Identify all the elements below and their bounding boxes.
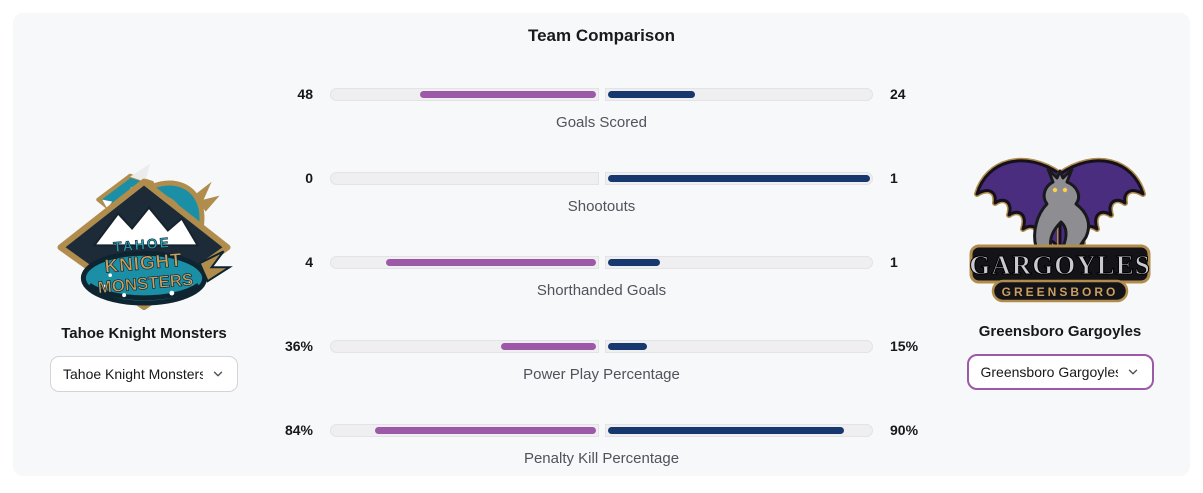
stat-fill-right — [607, 258, 660, 266]
stat-row-power-play-percentage: 36% 15% Power Play Percentage — [279, 325, 924, 409]
right-team-panel: GARGOYLES GREENSBORO Greensboro Gargoyle… — [955, 148, 1165, 390]
team-comparison-card: Team Comparison — [13, 13, 1190, 476]
stat-label: Penalty Kill Percentage — [523, 450, 680, 467]
stat-fill-right — [607, 90, 695, 98]
stat-track-left — [330, 339, 599, 353]
stat-right-value: 1 — [890, 170, 898, 186]
right-team-select-value: Greensboro Gargoyles — [980, 364, 1118, 380]
svg-text:TAHOE: TAHOE — [112, 234, 171, 255]
stat-track-right — [604, 171, 873, 185]
stat-left-value: 48 — [297, 86, 313, 102]
stat-right-value: 15% — [890, 338, 919, 354]
stat-track-right — [604, 255, 873, 269]
stat-fill-left — [375, 426, 596, 434]
stat-fill-left — [385, 258, 596, 266]
stat-fill-left — [501, 342, 596, 350]
stat-row-shootouts: 0 1 Shootouts — [279, 157, 924, 241]
right-team-name: Greensboro Gargoyles — [978, 323, 1142, 340]
stat-right-value: 24 — [890, 86, 906, 102]
stat-label: Goals Scored — [556, 114, 647, 131]
comparison-stats: 48 24 Goals Scored 0 1 Shootouts — [279, 73, 924, 493]
left-team-select[interactable]: Tahoe Knight Monsters — [50, 356, 238, 392]
stat-label: Shorthanded Goals — [536, 282, 667, 299]
page-title: Team Comparison — [527, 26, 676, 45]
left-team-name: Tahoe Knight Monsters — [61, 325, 227, 342]
stat-right-value: 1 — [890, 254, 898, 270]
stat-fill-right — [607, 174, 870, 182]
stat-bar — [330, 255, 873, 269]
stat-track-right — [604, 339, 873, 353]
stat-track-left — [330, 255, 599, 269]
stat-bar — [330, 87, 873, 101]
stat-bar — [330, 339, 873, 353]
stat-right-value: 90% — [890, 422, 919, 438]
chevron-down-icon — [1126, 365, 1140, 379]
stat-bar — [330, 171, 873, 185]
tahoe-knight-monsters-logo: TAHOE KNIGHT MONSTERS — [52, 136, 237, 310]
svg-text:GREENSBORO: GREENSBORO — [1002, 285, 1119, 299]
dragon-logo-icon: TAHOE KNIGHT MONSTERS — [57, 163, 233, 310]
gargoyle-logo-icon: GARGOYLES GREENSBORO — [969, 157, 1151, 303]
stat-track-right — [604, 423, 873, 437]
stat-left-value: 0 — [305, 170, 313, 186]
stat-left-value: 4 — [305, 254, 313, 270]
chevron-down-icon — [211, 367, 225, 381]
stat-fill-right — [607, 342, 647, 350]
stat-row-goals-scored: 48 24 Goals Scored — [279, 73, 924, 157]
stat-row-penalty-kill-percentage: 84% 90% Penalty Kill Percentage — [279, 409, 924, 493]
right-team-select[interactable]: Greensboro Gargoyles — [966, 354, 1154, 390]
stat-track-right — [604, 87, 873, 101]
stat-label: Power Play Percentage — [523, 366, 680, 383]
stat-track-left — [330, 87, 599, 101]
left-team-select-value: Tahoe Knight Monsters — [63, 366, 203, 382]
stat-row-shorthanded-goals: 4 1 Shorthanded Goals — [279, 241, 924, 325]
stat-fill-left — [420, 90, 596, 98]
stat-left-value: 36% — [284, 338, 313, 354]
stat-label: Shootouts — [567, 198, 636, 215]
greensboro-gargoyles-logo: GARGOYLES GREENSBORO — [965, 148, 1155, 308]
stat-track-left — [330, 423, 599, 437]
stat-fill-right — [607, 426, 844, 434]
left-team-panel: TAHOE KNIGHT MONSTERS Tahoe Knight Monst… — [39, 136, 249, 392]
stat-bar — [330, 423, 873, 437]
stat-track-left — [330, 171, 599, 185]
stat-left-value: 84% — [284, 422, 313, 438]
svg-text:GARGOYLES: GARGOYLES — [969, 250, 1151, 280]
